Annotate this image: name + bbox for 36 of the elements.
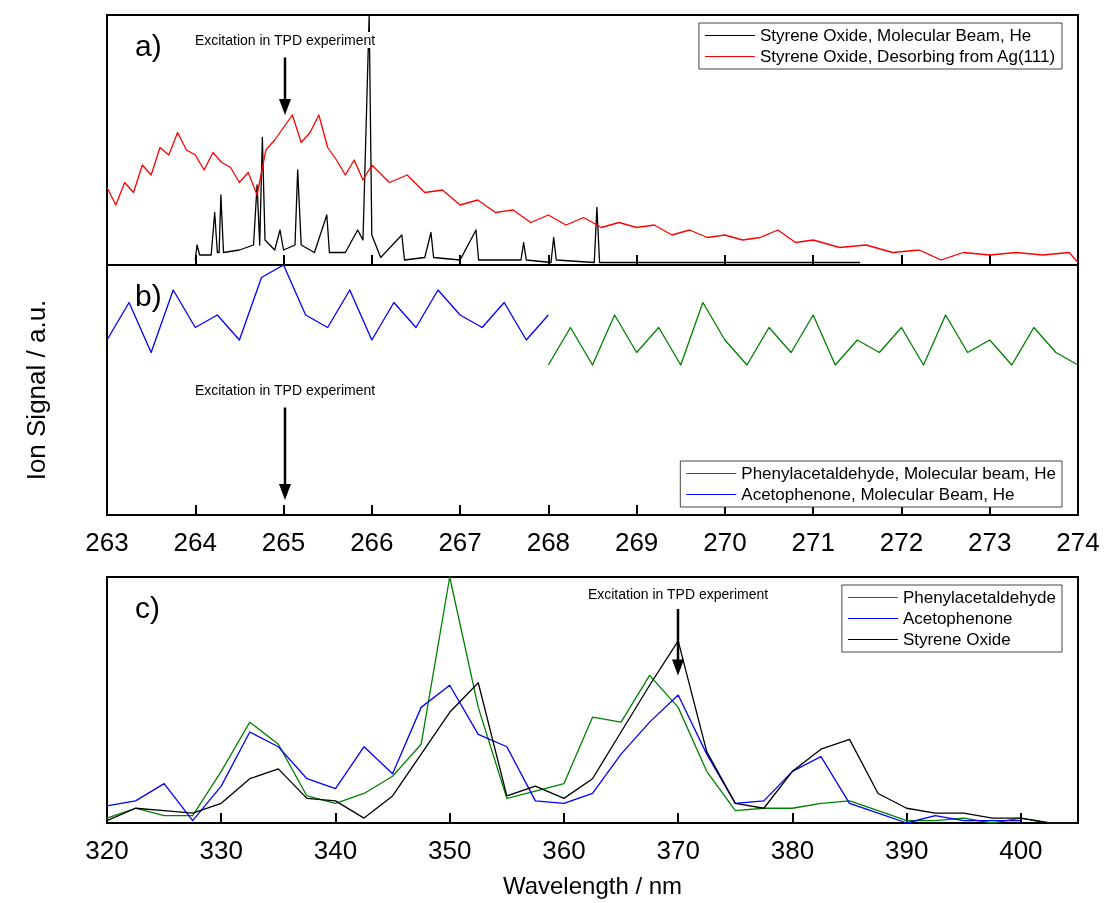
- x-tick-label: 360: [542, 835, 586, 865]
- annotation: Excitation in TPD experiment: [194, 32, 376, 48]
- legend-label: Phenylacetaldehyde: [902, 588, 1057, 607]
- chart-title: b): [135, 278, 162, 312]
- legend-label: Acetophenone, Molecular Beam, He: [741, 485, 1015, 504]
- legend-label: Styrene Oxide, Molecular Beam, He: [759, 26, 1032, 45]
- x-tick-label: 264: [173, 527, 217, 557]
- x-tick-label: 271: [791, 527, 835, 557]
- legend-label: Styrene Oxide: [902, 630, 1011, 649]
- x-axis-title: Wavelength / nm: [502, 871, 683, 899]
- x-tick-label: 266: [350, 527, 394, 557]
- x-tick-label: 265: [261, 527, 306, 557]
- annotation: Excitation in TPD experiment: [194, 382, 376, 398]
- x-tick-label: 263: [85, 527, 129, 557]
- x-tick-label: 400: [999, 835, 1043, 865]
- x-tick-label: 390: [884, 835, 929, 865]
- chart-title: c): [135, 590, 160, 624]
- y-axis-title: Ion Signal / a.u.: [21, 299, 51, 481]
- x-tick-label: 320: [85, 835, 129, 865]
- legend-label: Styrene Oxide, Desorbing from Ag(111): [759, 47, 1056, 66]
- x-tick-label: 268: [526, 527, 571, 557]
- chart-title: a): [135, 28, 162, 62]
- x-tick-label: 272: [879, 527, 924, 557]
- x-tick-label: 274: [1056, 527, 1100, 557]
- legend-label: Acetophenone: [902, 609, 1013, 628]
- x-tick-label: 340: [313, 835, 358, 865]
- annotation: Excitation in TPD experiment: [587, 586, 769, 603]
- x-tick-label: 269: [614, 527, 659, 557]
- x-tick-label: 273: [968, 527, 1012, 557]
- x-tick-label: 350: [428, 835, 472, 865]
- legend-label: Phenylacetaldehyde, Molecular beam, He: [741, 464, 1056, 483]
- x-tick-label: 270: [703, 527, 747, 557]
- x-tick-label: 330: [199, 835, 243, 865]
- x-tick-label: 267: [438, 527, 482, 557]
- x-tick-label: 380: [770, 835, 815, 865]
- x-tick-label: 370: [656, 835, 700, 865]
